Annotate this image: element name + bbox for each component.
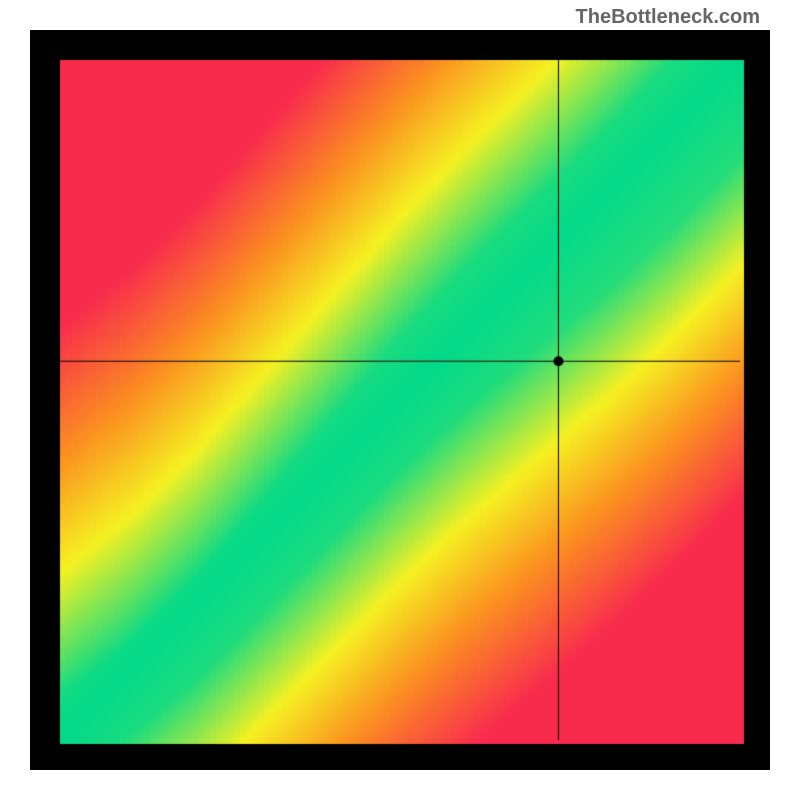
heatmap-canvas bbox=[30, 30, 770, 770]
watermark-text: TheBottleneck.com bbox=[576, 6, 760, 29]
heatmap-chart bbox=[30, 30, 770, 770]
